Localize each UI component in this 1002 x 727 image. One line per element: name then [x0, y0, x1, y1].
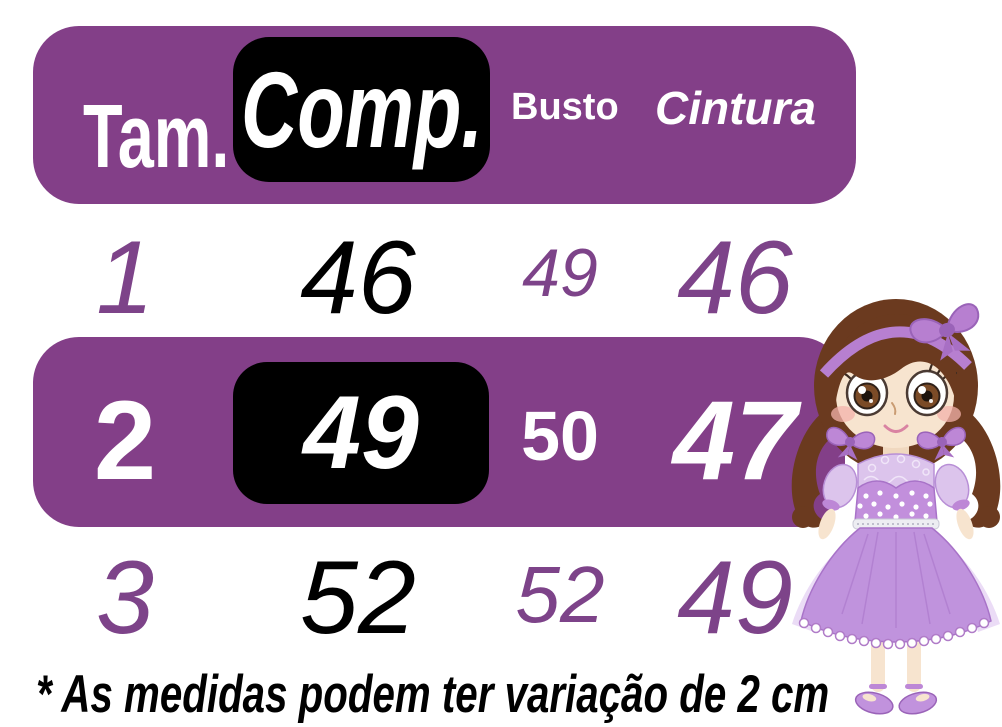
skirt-lace-scallops — [798, 617, 990, 650]
cell-size-2-comp-highlight: 49 — [233, 362, 489, 504]
column-header-busto: Busto — [511, 86, 619, 128]
girl-legs — [871, 638, 921, 692]
girl-cheeks — [831, 406, 961, 422]
cell-size-3-busto: 52 — [515, 550, 605, 639]
cell-size-3-tam: 3 — [96, 540, 154, 656]
cell-size-2-cintura: 47 — [672, 378, 798, 503]
column-header-comp: Comp. — [240, 48, 483, 170]
dress-sleeves — [818, 463, 974, 540]
cell-size-2-tam: 2 — [93, 378, 157, 503]
column-header-cintura: Cintura — [655, 82, 816, 134]
girl-illustration — [791, 299, 1001, 715]
cell-size-2-busto: 50 — [521, 397, 599, 475]
cell-size-1-cintura: 46 — [677, 220, 793, 336]
cell-size-3-comp: 52 — [300, 540, 416, 656]
girl-shoes — [854, 684, 938, 715]
cell-size-3-cintura: 49 — [677, 540, 793, 656]
girl-nose — [891, 402, 897, 415]
cell-size-1-comp: 46 — [300, 220, 416, 336]
column-header-comp-highlight: Comp. — [233, 37, 490, 182]
footnote: * As medidas podem ter variação de 2 cm — [36, 665, 830, 724]
cell-size-1-tam: 1 — [96, 220, 154, 336]
cell-size-1-busto: 49 — [522, 235, 598, 311]
dress-yoke — [857, 453, 935, 489]
dress-skirt — [798, 527, 992, 650]
column-header-tam: Tam. — [83, 87, 230, 187]
pigtail-bow-left-icon — [826, 426, 876, 461]
girl-mouth — [883, 424, 909, 433]
dress-bodice — [854, 480, 938, 523]
cell-size-2-comp: 49 — [303, 375, 419, 491]
table-header-bar: Tam. Comp. Busto Cintura — [33, 26, 856, 204]
